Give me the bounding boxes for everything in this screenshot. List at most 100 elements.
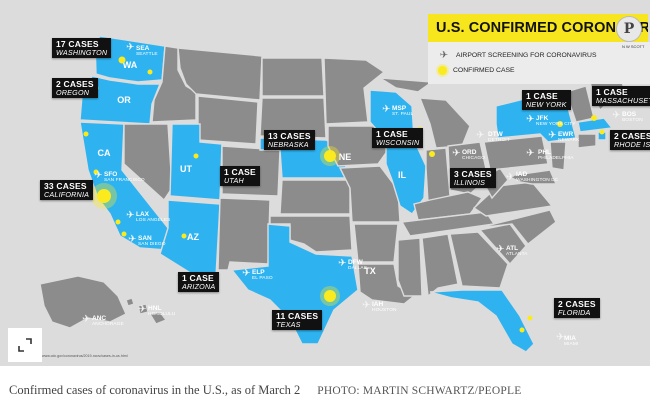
- airport-ewr: EWR NEWARK: [558, 131, 580, 143]
- airplane-icon: ✈: [526, 148, 535, 159]
- airplane-icon: ✈: [496, 244, 505, 255]
- state-label-wa: WA: [123, 60, 138, 70]
- case-callout-washington: 17 CASES WASHINGTON: [52, 38, 112, 59]
- airport-sfo: SFO SAN FRANCISCO: [104, 171, 145, 183]
- airplane-icon: ✈: [476, 130, 485, 141]
- state-label-ca: CA: [98, 148, 111, 158]
- expand-icon[interactable]: [8, 328, 42, 362]
- airplane-icon: ✈: [382, 104, 391, 115]
- case-dot-ca-sd: [121, 231, 127, 237]
- case-dot-ny: [557, 121, 563, 127]
- state-sd: [259, 97, 327, 139]
- source-line: www.cdc.gov/coronavirus/2019-ncov/cases-…: [42, 354, 128, 358]
- case-callout-california: 33 CASES CALIFORNIA: [40, 180, 94, 201]
- legend-confirmed-label: CONFIRMED CASE: [453, 67, 515, 74]
- airplane-icon: ✈: [128, 234, 137, 245]
- case-callout-utah: 1 CASE UTAH: [220, 166, 260, 187]
- credit-tag: N W SCOTT: [622, 44, 645, 49]
- airport-san: SAN SAN DIEGO: [138, 235, 166, 247]
- airplane-icon: ✈: [338, 258, 347, 269]
- case-callout-texas: 11 CASES TEXAS: [272, 310, 323, 331]
- state-al: [421, 233, 459, 298]
- case-dot-tx: [324, 290, 336, 302]
- airport-mia: MIA MIAMI: [564, 335, 579, 347]
- case-dot-ca-la: [115, 219, 121, 225]
- state-il: [385, 139, 427, 215]
- state-ks: [279, 179, 351, 215]
- state-ut: [169, 123, 223, 201]
- airplane-icon: ✈: [242, 268, 251, 279]
- state-pa: [483, 135, 549, 171]
- case-callout-new-york: 1 CASE NEW YORK: [522, 90, 571, 111]
- state-fl: [429, 289, 535, 353]
- airplane-icon: ✈: [506, 172, 515, 183]
- airplane-icon: ✈: [612, 110, 621, 121]
- state-label-or: OR: [117, 95, 131, 105]
- case-dot-ca-sac: [93, 169, 99, 175]
- map-frame: WA OR CA UT AZ NE IL TX: [0, 0, 650, 366]
- image-caption: Confirmed cases of coronavirus in the U.…: [9, 383, 521, 398]
- case-callout-massachusetts: 1 CASEMASSACHUSETTS: [592, 86, 650, 107]
- state-ct: [577, 133, 597, 149]
- case-dot-ne: [324, 150, 336, 162]
- airport-dtw: DTW DETROIT: [488, 131, 510, 143]
- state-mn: [323, 57, 386, 125]
- legend-row-confirmed: CONFIRMED CASE: [438, 66, 515, 75]
- airport-iah: IAH HOUSTON: [372, 301, 397, 313]
- airplane-icon: ✈: [82, 314, 91, 325]
- airport-jfk: JFK NEW YORK CITY: [536, 115, 576, 127]
- case-dot-wa-2: [147, 69, 153, 75]
- state-label-ut: UT: [180, 164, 192, 174]
- legend-airport-label: AIRPORT SCREENING FOR CORONAVIRUS: [456, 52, 597, 59]
- airport-elp: ELP EL PASO: [252, 269, 273, 281]
- state-ga: [449, 231, 509, 289]
- case-dot-il: [429, 151, 435, 157]
- case-callout-arizona: 1 CASE ARIZONA: [178, 272, 220, 293]
- pinterest-icon[interactable]: P: [616, 16, 642, 42]
- airport-bos: BOS BOSTON: [622, 111, 643, 123]
- state-label-tx: TX: [364, 266, 376, 276]
- airport-iad: IAD WASHINGTON DC: [516, 171, 559, 183]
- state-nj: [549, 141, 567, 171]
- state-ak: [39, 275, 127, 329]
- state-label-ne: NE: [339, 152, 352, 162]
- airplane-icon: ✈: [126, 210, 135, 221]
- state-ok: [269, 215, 353, 253]
- case-dot-ri: [599, 129, 605, 135]
- state-wy: [197, 95, 259, 145]
- airport-dfw: DFW DALLAS: [348, 259, 367, 271]
- state-ca: [79, 121, 169, 251]
- airport-msp: MSP ST. PAUL: [392, 105, 414, 117]
- airplane-icon: ✈: [452, 148, 461, 159]
- state-wa: [94, 35, 166, 83]
- state-hi: [125, 297, 168, 325]
- airplane-icon: ✈: [556, 332, 565, 343]
- state-mo: [338, 165, 401, 223]
- airplane-icon: ✈: [94, 170, 103, 181]
- airplane-icon: ✈: [548, 130, 557, 141]
- photo-credit: PHOTO: MARTIN SCHWARTZ/PEOPLE: [317, 385, 522, 397]
- case-dot-wa: [118, 56, 126, 64]
- airplane-icon: ✈: [138, 304, 147, 315]
- airplane-icon: ✈: [126, 42, 135, 53]
- case-callout-wisconsin: 1 CASE WISCONSIN: [372, 128, 424, 149]
- case-dot-fl-2: [519, 327, 525, 333]
- case-dot-az: [181, 233, 187, 239]
- map-legend: ✈ AIRPORT SCREENING FOR CORONAVIRUS CONF…: [428, 42, 650, 84]
- state-ar: [353, 223, 399, 263]
- state-in: [425, 147, 451, 203]
- airport-sea: SEA SEATTLE: [136, 45, 158, 57]
- case-callout-illinois: 3 CASES ILLINOIS: [450, 168, 496, 189]
- case-callout-nebraska: 13 CASES NEBRASKA: [264, 130, 315, 151]
- airport-phl: PHL PHILADELPHIA: [538, 149, 574, 161]
- state-or: [79, 75, 162, 125]
- airplane-icon: ✈: [526, 114, 535, 125]
- case-dot-fl-1: [527, 315, 533, 321]
- state-tx: [230, 223, 359, 345]
- case-dot-ma: [591, 115, 597, 121]
- legend-row-airport: ✈ AIRPORT SCREENING FOR CORONAVIRUS: [438, 50, 597, 61]
- airplane-icon: ✈: [439, 50, 449, 61]
- case-dot-ca-n: [83, 131, 89, 137]
- state-nm: [217, 197, 271, 271]
